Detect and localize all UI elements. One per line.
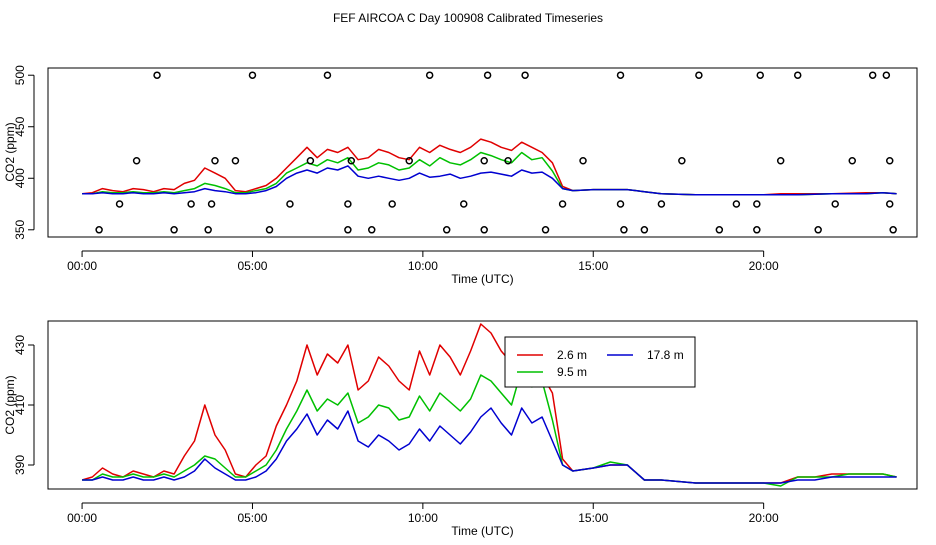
sample-point — [695, 71, 703, 79]
sample-point — [211, 156, 219, 165]
y-tick-label: 410 — [13, 395, 27, 415]
sample-point — [882, 71, 891, 79]
sample-point — [814, 226, 822, 234]
sample-point — [306, 156, 315, 165]
sample-point — [204, 226, 212, 234]
sample-point — [95, 226, 103, 234]
legend-box — [504, 336, 696, 388]
x-axis-label: Time (UTC) — [451, 272, 513, 286]
x-tick-label: 15:00 — [578, 259, 608, 273]
sample-point — [868, 71, 877, 79]
x-tick-label: 05:00 — [237, 511, 267, 525]
y-tick-label: 450 — [13, 116, 27, 136]
panel-top: 00:00 05:00 10:00 15:00 20:00 Time (UTC) 350 40… — [3, 65, 918, 286]
y-tick-label: 430 — [13, 335, 27, 355]
sample-point — [541, 226, 550, 234]
sample-point — [344, 226, 352, 234]
sample-point — [657, 200, 666, 208]
plot-frame — [47, 320, 918, 490]
sample-point — [132, 156, 141, 165]
legend-entry-label: 17.8 m — [647, 348, 684, 362]
sample-point — [640, 226, 649, 234]
x-tick-label: 10:00 — [408, 259, 438, 273]
sample-point — [367, 226, 376, 234]
sample-point — [187, 200, 195, 208]
sample-point — [504, 156, 512, 165]
sample-point — [579, 156, 587, 165]
y-tick-label: 390 — [13, 455, 27, 475]
x-tick-label: 05:00 — [237, 259, 267, 273]
sample-point — [480, 226, 488, 234]
sample-point — [831, 200, 839, 208]
y-tick-label: 400 — [13, 168, 27, 188]
sample-point — [620, 226, 628, 234]
chart-title: FEF AIRCOA C Day 100908 Calibrated Times… — [333, 11, 603, 25]
y-axis-label: CO2 (ppm) — [3, 375, 17, 434]
sample-point — [793, 71, 802, 79]
sample-point — [248, 71, 257, 79]
sample-point — [170, 226, 178, 234]
sample-point — [776, 156, 785, 165]
series-line-17-8-mm — [82, 407, 897, 484]
sample-point — [115, 200, 124, 208]
sample-point — [323, 71, 332, 79]
sample-point — [558, 200, 567, 208]
sample-point — [344, 200, 352, 208]
sample-point — [678, 156, 686, 165]
y-tick-label: 500 — [13, 65, 27, 85]
sample-point — [732, 200, 741, 208]
x-tick-label: 20:00 — [749, 511, 779, 525]
sample-point — [231, 156, 240, 165]
sample-point — [460, 200, 468, 208]
sample-point — [347, 156, 356, 165]
series-line-2-6-mm — [82, 138, 897, 196]
x-axis-label: Time (UTC) — [451, 524, 513, 538]
plot-frame — [47, 67, 918, 238]
sample-point — [885, 156, 894, 165]
sample-point — [885, 200, 894, 208]
legend-entry-label: 9.5 m — [557, 365, 587, 379]
sample-point — [153, 71, 161, 79]
x-tick-label: 15:00 — [578, 511, 608, 525]
sample-point — [848, 156, 857, 165]
series-line-9-5-mm — [82, 368, 897, 487]
sample-point — [889, 226, 897, 234]
sample-point — [753, 226, 761, 234]
legend-entry-label: 2.6 m — [557, 348, 587, 362]
sample-point — [480, 156, 488, 165]
sample-point — [483, 71, 492, 79]
x-tick-label: 00:00 — [67, 511, 97, 525]
y-axis-label: CO2 (ppm) — [3, 122, 17, 181]
sample-point — [756, 71, 764, 79]
sample-point — [715, 226, 724, 234]
sample-point — [753, 200, 761, 208]
sample-point — [265, 226, 274, 234]
legend: 2.6 m 9.5 m 17.8 m — [504, 336, 696, 388]
sample-point — [521, 71, 529, 79]
series-line-17-8-mm — [82, 165, 897, 196]
panel-bottom: 00:00 05:00 10:00 15:00 20:00 Time (UTC) 390 41… — [3, 320, 918, 538]
sample-point — [442, 226, 451, 234]
x-tick-label: 10:00 — [408, 511, 438, 525]
sample-point — [616, 71, 625, 79]
x-tick-label: 00:00 — [67, 259, 97, 273]
sample-point — [425, 71, 434, 79]
x-tick-label: 20:00 — [749, 259, 779, 273]
y-tick-label: 350 — [13, 219, 27, 239]
sample-point — [405, 156, 413, 165]
sample-point — [616, 200, 625, 208]
sample-point — [286, 200, 294, 208]
sample-point — [207, 200, 216, 208]
sample-point — [388, 200, 396, 208]
